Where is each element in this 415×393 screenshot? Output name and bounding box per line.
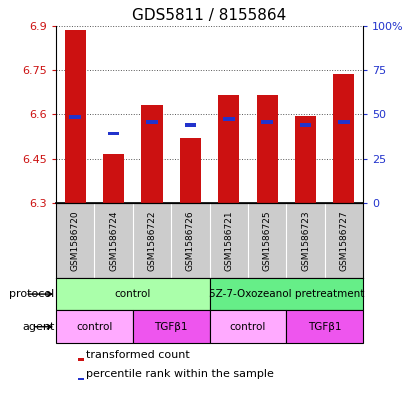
Text: GSM1586720: GSM1586720	[71, 211, 80, 271]
Text: percentile rank within the sample: percentile rank within the sample	[86, 369, 274, 379]
Text: 5Z-7-Oxozeanol pretreatment: 5Z-7-Oxozeanol pretreatment	[209, 289, 364, 299]
Bar	[338, 120, 350, 123]
Text: TGFβ1: TGFβ1	[154, 322, 188, 332]
Bar	[223, 117, 234, 121]
Text: GSM1586725: GSM1586725	[263, 211, 272, 271]
Text: GSM1586726: GSM1586726	[186, 211, 195, 271]
Bar	[103, 154, 124, 203]
Text: GSM1586723: GSM1586723	[301, 211, 310, 271]
Bar	[185, 123, 196, 127]
Bar	[108, 132, 120, 136]
Bar	[261, 120, 273, 123]
Text: TGFβ1: TGFβ1	[308, 322, 342, 332]
Text: control: control	[115, 289, 151, 299]
Bar	[56, 310, 133, 343]
Text: control: control	[230, 322, 266, 332]
Bar	[69, 115, 81, 119]
Bar	[133, 310, 210, 343]
Bar	[300, 123, 311, 127]
Bar	[295, 116, 316, 203]
Bar	[65, 30, 86, 203]
Bar	[56, 278, 210, 310]
Bar	[333, 74, 354, 203]
Bar	[286, 310, 363, 343]
Text: GSM1586722: GSM1586722	[147, 211, 156, 271]
Bar	[78, 378, 84, 380]
Bar	[256, 95, 278, 203]
Bar	[210, 310, 286, 343]
Text: GSM1586727: GSM1586727	[339, 211, 349, 271]
Bar	[180, 138, 201, 203]
Bar	[142, 105, 163, 203]
Bar	[78, 358, 84, 361]
Text: GSM1586724: GSM1586724	[109, 211, 118, 271]
Text: transformed count: transformed count	[86, 350, 190, 360]
Bar	[218, 95, 239, 203]
Bar	[210, 278, 363, 310]
Text: GSM1586721: GSM1586721	[224, 211, 233, 271]
Text: control: control	[76, 322, 112, 332]
Text: protocol: protocol	[9, 289, 54, 299]
Bar	[146, 120, 158, 123]
Title: GDS5811 / 8155864: GDS5811 / 8155864	[132, 8, 287, 23]
Text: agent: agent	[22, 322, 54, 332]
